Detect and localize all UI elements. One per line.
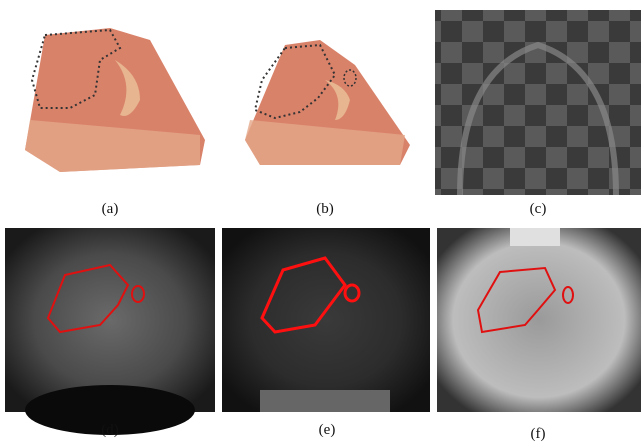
panel-label: (f) <box>531 426 546 442</box>
checkerboard-image <box>435 10 641 195</box>
panel-label: (d) <box>101 422 119 438</box>
mri-image <box>5 228 215 412</box>
panel-label: (b) <box>316 201 334 217</box>
panel-label: (c) <box>530 201 547 217</box>
mri-image <box>437 228 641 412</box>
panel-b: (b) <box>245 40 410 217</box>
panel-d: (d) <box>5 228 215 438</box>
panel-label: (e) <box>319 422 336 438</box>
mri-image <box>222 228 430 412</box>
panel-label: (a) <box>102 201 119 217</box>
panel-c: (c) <box>435 10 641 217</box>
panel-a: (a) <box>25 28 205 217</box>
coil <box>260 390 390 412</box>
bright-region <box>510 228 560 246</box>
panel-f: (f) <box>437 228 641 442</box>
panel-e: (e) <box>222 228 430 438</box>
figure: (a) (b) (c) (d) (e) (f) <box>0 0 641 442</box>
